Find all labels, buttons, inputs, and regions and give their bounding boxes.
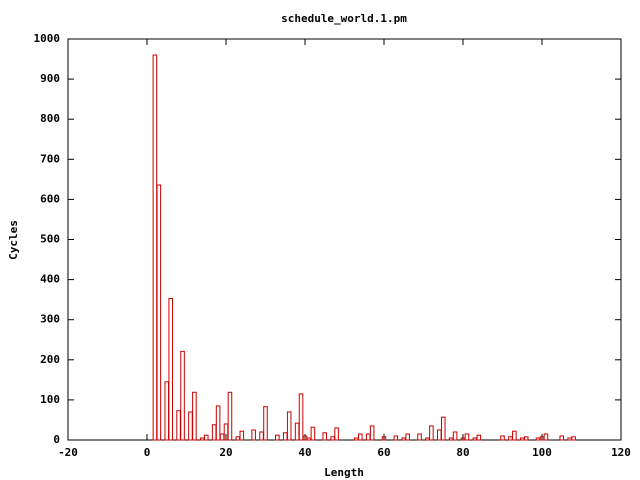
bar (203, 434, 209, 441)
bar (476, 434, 482, 441)
bar (393, 435, 399, 441)
bar (417, 433, 422, 441)
bar (164, 381, 170, 441)
bar (401, 437, 407, 441)
bar (294, 422, 300, 441)
bar (365, 433, 371, 441)
y-axis-label: Cycles (7, 220, 20, 260)
y-tick-label: 900 (40, 72, 60, 85)
x-axis-label: Length (324, 466, 364, 479)
chart-title: schedule_world.1.pm (281, 12, 407, 25)
x-tick-label: 20 (219, 446, 232, 459)
bar (192, 391, 197, 441)
bar (405, 433, 410, 441)
bar (369, 425, 375, 441)
bar (567, 437, 572, 441)
bar (282, 432, 288, 441)
bar (239, 430, 245, 441)
bar (263, 406, 268, 441)
bar (519, 437, 525, 441)
x-tick-label: 40 (298, 446, 311, 459)
bar (440, 416, 446, 441)
y-tick-label: 400 (40, 273, 60, 286)
bar (235, 436, 241, 441)
plot-frame (67, 38, 622, 441)
bar (310, 426, 316, 441)
bar (322, 432, 328, 441)
x-tick-label: 60 (377, 446, 390, 459)
bar (298, 393, 304, 441)
bar (452, 431, 458, 441)
bar (227, 391, 233, 441)
y-tick-label: 200 (40, 353, 60, 366)
bar (535, 437, 541, 441)
bar (215, 405, 221, 441)
y-tick-label: 0 (53, 433, 60, 446)
bar (251, 429, 256, 441)
bar (211, 424, 217, 441)
bar (354, 437, 359, 441)
y-tick-label: 600 (40, 192, 60, 205)
bar (330, 436, 335, 441)
bar (429, 425, 434, 441)
bar (188, 411, 193, 441)
bar (286, 411, 292, 441)
x-tick-label: -20 (58, 446, 78, 459)
bar (156, 184, 162, 441)
bar (180, 350, 185, 441)
bar (275, 434, 280, 441)
bar (571, 436, 576, 441)
bar (512, 430, 517, 441)
bar (508, 436, 513, 441)
bar (200, 437, 205, 441)
bar (559, 435, 565, 441)
bar (464, 433, 470, 441)
x-tick-label: 0 (144, 446, 151, 459)
bar (176, 410, 181, 441)
bar (219, 433, 225, 441)
bar (437, 429, 442, 441)
y-tick-label: 100 (40, 393, 60, 406)
bar (500, 435, 505, 441)
bar (334, 427, 339, 441)
bar (523, 436, 529, 441)
bar (259, 431, 264, 441)
y-tick-label: 700 (40, 152, 60, 165)
x-tick-label: 80 (456, 446, 469, 459)
bar (152, 54, 158, 441)
y-tick-label: 500 (40, 233, 60, 246)
bar (306, 437, 312, 441)
bar (381, 436, 387, 441)
x-tick-label: 100 (532, 446, 552, 459)
y-tick-label: 300 (40, 313, 60, 326)
bar (358, 433, 363, 441)
x-tick-label: 120 (611, 446, 631, 459)
bar (168, 297, 173, 441)
bar (425, 437, 430, 441)
bar (472, 437, 478, 441)
y-tick-label: 1000 (34, 32, 61, 45)
bar (448, 437, 454, 441)
bar (543, 433, 549, 441)
y-tick-label: 800 (40, 112, 60, 125)
